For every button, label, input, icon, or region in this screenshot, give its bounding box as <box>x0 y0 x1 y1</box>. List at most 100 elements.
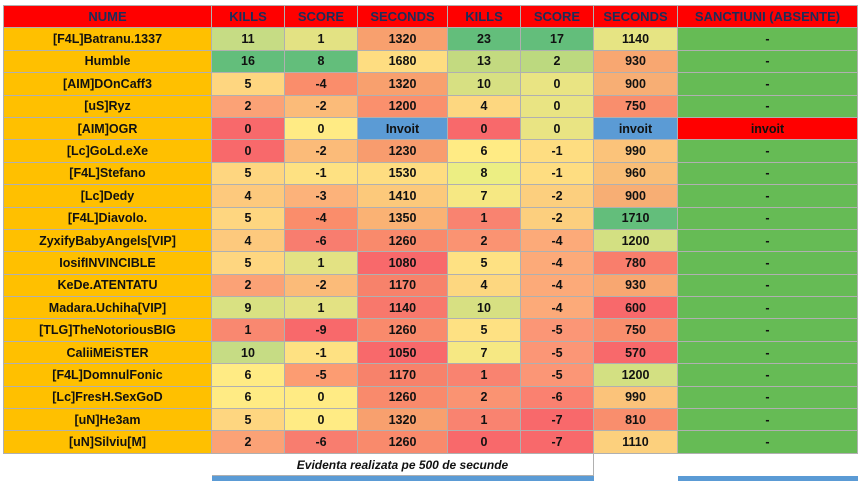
kills-2[interactable]: 2 <box>447 385 521 410</box>
kills-2[interactable]: 1 <box>447 408 521 432</box>
kills-1[interactable]: 16 <box>211 49 285 74</box>
score-1[interactable]: 0 <box>284 408 358 432</box>
kills-2[interactable]: 5 <box>447 318 521 342</box>
seconds-2[interactable]: 1710 <box>593 206 678 230</box>
sanctiuni-cell[interactable]: - <box>677 228 858 253</box>
sanctiuni-cell[interactable]: - <box>677 408 858 432</box>
seconds-1[interactable]: 1260 <box>357 228 448 253</box>
seconds-1[interactable]: 1260 <box>357 430 448 454</box>
sanctiuni-cell[interactable]: - <box>677 296 858 320</box>
seconds-1[interactable]: 1170 <box>357 273 448 298</box>
kills-1[interactable]: 2 <box>211 430 285 454</box>
score-1[interactable]: -2 <box>284 273 358 298</box>
kills-2[interactable]: 4 <box>447 94 521 118</box>
kills-2[interactable]: 6 <box>447 139 521 163</box>
score-2[interactable]: -5 <box>520 340 594 365</box>
kills-1[interactable]: 11 <box>211 27 285 51</box>
sanctiuni-cell[interactable]: - <box>677 363 858 387</box>
seconds-1[interactable]: 1260 <box>357 318 448 342</box>
player-name[interactable]: [F4L]Batranu.1337 <box>3 27 212 51</box>
seconds-1[interactable]: 1170 <box>357 363 448 387</box>
score-1[interactable]: -1 <box>284 340 358 365</box>
kills-1[interactable]: 5 <box>211 72 285 96</box>
score-2[interactable]: -7 <box>520 430 594 454</box>
score-1[interactable]: -2 <box>284 94 358 118</box>
seconds-2[interactable]: 900 <box>593 72 678 96</box>
seconds-1[interactable]: 1320 <box>357 27 448 51</box>
header-kills-2[interactable]: KILLS <box>447 4 521 29</box>
kills-2[interactable]: 1 <box>447 363 521 387</box>
kills-1[interactable]: 5 <box>211 251 285 275</box>
sanctiuni-cell[interactable]: - <box>677 251 858 275</box>
score-2[interactable]: 0 <box>520 72 594 96</box>
sanctiuni-cell[interactable]: - <box>677 139 858 163</box>
score-1[interactable]: -5 <box>284 363 358 387</box>
kills-2[interactable]: 5 <box>447 251 521 275</box>
header-kills-1[interactable]: KILLS <box>211 4 285 29</box>
player-name[interactable]: [AIM]DOnCaff3 <box>3 72 212 96</box>
sanctiuni-cell[interactable]: - <box>677 94 858 118</box>
seconds-1[interactable]: 1140 <box>357 296 448 320</box>
score-2[interactable]: -4 <box>520 273 594 298</box>
sanctiuni-cell[interactable]: - <box>677 318 858 342</box>
score-1[interactable]: -6 <box>284 430 358 454</box>
score-2[interactable]: -5 <box>520 318 594 342</box>
seconds-2[interactable]: invoit <box>593 116 678 141</box>
player-name[interactable]: [F4L]DomnulFonic <box>3 363 212 387</box>
seconds-2[interactable]: 600 <box>593 296 678 320</box>
kills-1[interactable]: 9 <box>211 296 285 320</box>
seconds-2[interactable]: 990 <box>593 139 678 163</box>
kills-2[interactable]: 10 <box>447 72 521 96</box>
seconds-2[interactable]: 810 <box>593 408 678 432</box>
kills-2[interactable]: 0 <box>447 430 521 454</box>
player-name[interactable]: [Lc]GoLd.eXe <box>3 139 212 163</box>
seconds-1[interactable]: 1050 <box>357 340 448 365</box>
kills-2[interactable]: 8 <box>447 161 521 186</box>
player-name[interactable]: Humble <box>3 49 212 74</box>
player-name[interactable]: [TLG]TheNotoriousBIG <box>3 318 212 342</box>
kills-2[interactable]: 23 <box>447 27 521 51</box>
player-name[interactable]: CaliiMEiSTER <box>3 340 212 365</box>
seconds-2[interactable]: 570 <box>593 340 678 365</box>
sanctiuni-cell[interactable]: - <box>677 273 858 298</box>
kills-2[interactable]: 7 <box>447 184 521 208</box>
kills-1[interactable]: 6 <box>211 363 285 387</box>
kills-1[interactable]: 0 <box>211 139 285 163</box>
header-seconds-1[interactable]: SECONDS <box>357 4 448 29</box>
sanctiuni-cell[interactable]: invoit <box>677 116 858 141</box>
score-1[interactable]: -6 <box>284 228 358 253</box>
seconds-1[interactable]: 1260 <box>357 385 448 410</box>
player-name[interactable]: KeDe.ATENTATU <box>3 273 212 298</box>
score-2[interactable]: 0 <box>520 94 594 118</box>
kills-1[interactable]: 10 <box>211 340 285 365</box>
player-name[interactable]: Madara.Uchiha[VIP] <box>3 296 212 320</box>
score-1[interactable]: 1 <box>284 296 358 320</box>
score-1[interactable]: -9 <box>284 318 358 342</box>
score-1[interactable]: -4 <box>284 72 358 96</box>
seconds-2[interactable]: 960 <box>593 161 678 186</box>
seconds-1[interactable]: 1230 <box>357 139 448 163</box>
seconds-1[interactable]: 1350 <box>357 206 448 230</box>
seconds-1[interactable]: 1530 <box>357 161 448 186</box>
sanctiuni-cell[interactable]: - <box>677 206 858 230</box>
header-nume[interactable]: NUME <box>3 4 212 29</box>
score-2[interactable]: -4 <box>520 296 594 320</box>
sanctiuni-cell[interactable]: - <box>677 184 858 208</box>
score-1[interactable]: 1 <box>284 251 358 275</box>
header-seconds-2[interactable]: SECONDS <box>593 4 678 29</box>
player-name[interactable]: [F4L]Diavolo. <box>3 206 212 230</box>
seconds-2[interactable]: 990 <box>593 385 678 410</box>
score-1[interactable]: -3 <box>284 184 358 208</box>
kills-2[interactable]: 0 <box>447 116 521 141</box>
header-score-1[interactable]: SCORE <box>284 4 358 29</box>
kills-2[interactable]: 2 <box>447 228 521 253</box>
kills-1[interactable]: 5 <box>211 161 285 186</box>
seconds-2[interactable]: 900 <box>593 184 678 208</box>
score-2[interactable]: -1 <box>520 161 594 186</box>
seconds-1[interactable]: 1320 <box>357 72 448 96</box>
score-1[interactable]: 0 <box>284 385 358 410</box>
seconds-2[interactable]: 750 <box>593 94 678 118</box>
score-2[interactable]: -2 <box>520 206 594 230</box>
score-2[interactable]: 0 <box>520 116 594 141</box>
score-2[interactable]: -7 <box>520 408 594 432</box>
